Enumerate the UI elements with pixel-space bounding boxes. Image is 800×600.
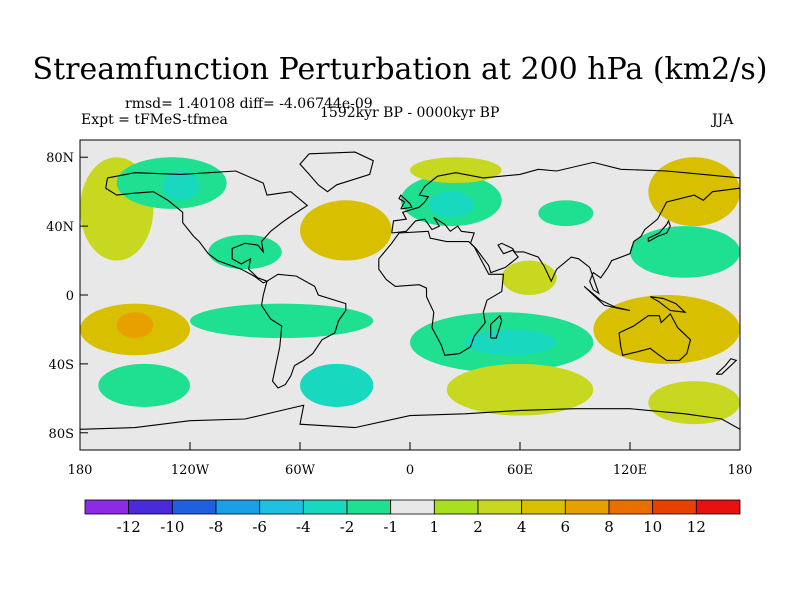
colorbar-label: -1 bbox=[383, 518, 398, 536]
coastline-new-zealand bbox=[715, 358, 738, 375]
colorbar-label: 2 bbox=[473, 518, 483, 536]
anomaly-east-us-low bbox=[208, 234, 282, 270]
coastline-africa bbox=[378, 230, 505, 356]
anomaly-arctic-russia-high bbox=[410, 157, 502, 184]
colorbar-label: 4 bbox=[516, 518, 527, 536]
y-tick-label: 0 bbox=[66, 289, 74, 304]
coastline-eurasia bbox=[391, 161, 740, 295]
y-tick-label: 40S bbox=[49, 358, 74, 373]
coastline-britain bbox=[398, 194, 413, 210]
colorbar-label: 10 bbox=[643, 518, 663, 536]
anomaly-europe-low-core bbox=[428, 191, 475, 218]
colorbar-box bbox=[652, 499, 697, 515]
anomaly-north-atlantic-high bbox=[300, 200, 392, 261]
y-tick-label: 80S bbox=[49, 427, 74, 442]
experiment-label: Expt = tFMeS-tfmea bbox=[81, 112, 228, 128]
colorbar-label: 6 bbox=[560, 518, 571, 536]
colorbar-box bbox=[259, 499, 304, 515]
colorbar-box bbox=[521, 499, 566, 515]
colorbar-label: 8 bbox=[604, 518, 614, 536]
colorbar-box bbox=[608, 499, 654, 515]
colorbar-box bbox=[302, 499, 348, 515]
colorbar-label: -6 bbox=[252, 518, 267, 536]
coastline-antarctica bbox=[80, 404, 740, 430]
colorbar-box bbox=[84, 499, 130, 515]
x-tick-label: 60E bbox=[507, 463, 533, 478]
coastline-japan bbox=[647, 219, 671, 243]
colorbar-box bbox=[390, 499, 435, 515]
y-tick-label: 80N bbox=[46, 151, 74, 166]
anomaly-southern-ocean-low-1 bbox=[98, 363, 190, 407]
coastline-north-america bbox=[105, 170, 309, 284]
season-label: JJA bbox=[712, 112, 734, 128]
colorbar-box bbox=[215, 499, 261, 515]
y-tick-label: 40N bbox=[46, 220, 74, 235]
x-tick-label: 180 bbox=[68, 463, 93, 478]
colorbar-box bbox=[695, 499, 741, 515]
colorbar-label: -12 bbox=[116, 518, 141, 536]
anomaly-east-asia-low bbox=[630, 226, 740, 278]
x-tick-label: 120W bbox=[171, 463, 210, 478]
anomaly-south-america-low bbox=[190, 303, 374, 339]
anomaly-southern-ocean-high-2 bbox=[648, 381, 740, 425]
coastline-australia bbox=[618, 313, 692, 361]
stats-line: rmsd= 1.40108 diff= -4.06744e-09 bbox=[125, 96, 373, 112]
anomaly-australia-high bbox=[593, 295, 740, 364]
anomaly-canada-low-core bbox=[162, 171, 200, 201]
colorbar-box bbox=[346, 499, 392, 515]
anomaly-south-africa-low-core bbox=[465, 329, 557, 356]
coastline-madagascar bbox=[490, 314, 503, 339]
colorbar-box bbox=[171, 499, 217, 515]
anomaly-southern-ocean-low-2 bbox=[300, 363, 374, 407]
colorbar-box bbox=[477, 499, 523, 515]
x-tick-label: 60W bbox=[285, 463, 316, 478]
anomaly-siberia-high bbox=[648, 157, 740, 227]
colorbar-label: -2 bbox=[339, 518, 355, 536]
coastline-new-guinea bbox=[649, 296, 687, 313]
anomaly-africa-high bbox=[501, 260, 557, 295]
colorbar-label: -8 bbox=[208, 518, 224, 536]
coastline-south-america bbox=[260, 273, 347, 389]
colorbar-label: -4 bbox=[296, 518, 311, 536]
colorbar-label: 1 bbox=[429, 518, 440, 536]
colorbar-box bbox=[433, 499, 479, 515]
coastline-greenland bbox=[299, 151, 374, 193]
period-label: 1592kyr BP - 0000kyr BP bbox=[320, 105, 500, 121]
anomaly-southern-ocean-high bbox=[446, 363, 594, 416]
anomaly-central-asia-low bbox=[538, 200, 594, 227]
colorbar-box bbox=[564, 499, 610, 515]
anomaly-tropical-pacific-core bbox=[116, 312, 154, 339]
colorbar-label: 12 bbox=[686, 518, 706, 536]
colorbar-box bbox=[128, 499, 173, 515]
chart-title: Streamfunction Perturbation at 200 hPa (… bbox=[32, 52, 768, 87]
colorbar-label: -10 bbox=[160, 518, 185, 536]
x-tick-label: 0 bbox=[406, 463, 414, 478]
x-tick-label: 120E bbox=[613, 463, 647, 478]
x-tick-label: 180 bbox=[728, 463, 753, 478]
coastline-indonesia bbox=[583, 285, 631, 312]
